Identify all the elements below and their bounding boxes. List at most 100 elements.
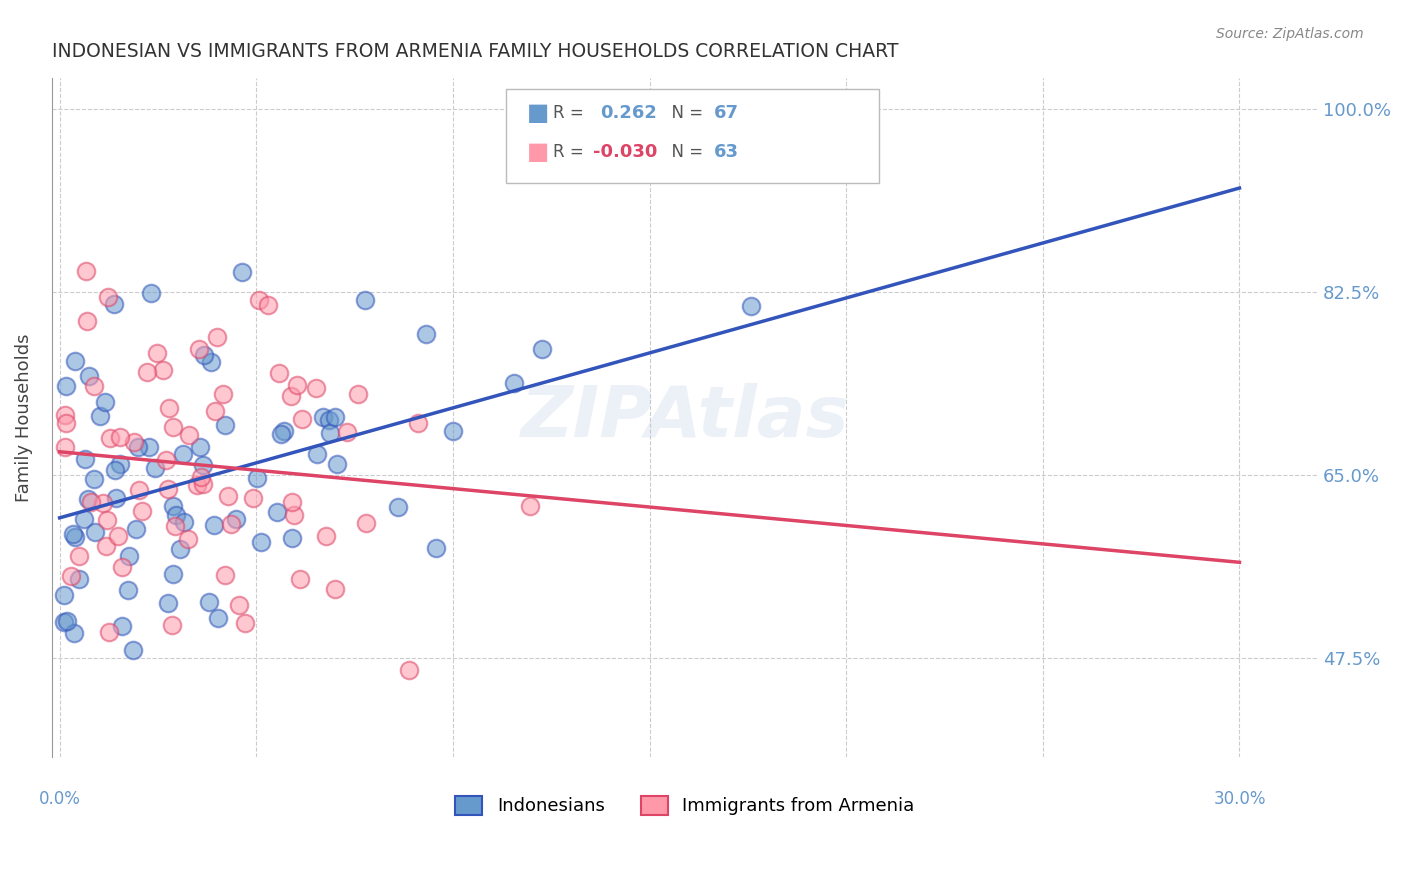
Point [94, 539, 117, 553]
Point [73, 512, 96, 526]
Point [53, 409, 76, 423]
Point [200, 355, 222, 369]
Point [191, 477, 214, 491]
Point [204, 404, 226, 418]
Point [214, 417, 236, 432]
Point [63, 354, 86, 368]
Point [165, 508, 187, 522]
Point [83, 524, 105, 539]
Point [204, 517, 226, 532]
Point [188, 342, 211, 356]
Point [138, 440, 160, 454]
Point [77, 492, 100, 507]
Point [75, 264, 97, 278]
Point [221, 517, 243, 532]
Point [257, 298, 280, 312]
Point [326, 457, 349, 471]
Text: -0.030: -0.030 [593, 143, 658, 161]
Point [217, 489, 239, 503]
Point [157, 596, 180, 610]
Point [173, 515, 195, 529]
Point [323, 410, 346, 425]
Point [280, 389, 302, 403]
Point [67, 549, 90, 563]
Point [55, 440, 77, 454]
Point [228, 598, 250, 612]
Point [128, 483, 150, 497]
Point [273, 424, 295, 438]
Point [207, 611, 229, 625]
Point [152, 363, 174, 377]
Point [191, 458, 214, 472]
Point [79, 495, 101, 509]
Point [197, 595, 219, 609]
Point [55, 379, 77, 393]
Point [83, 379, 105, 393]
Point [225, 512, 247, 526]
Point [246, 471, 269, 485]
Point [76, 313, 98, 327]
Point [347, 387, 370, 401]
Point [107, 529, 129, 543]
Point [146, 345, 169, 359]
Point [387, 500, 409, 514]
Point [441, 424, 464, 438]
Point [179, 428, 201, 442]
Point [162, 499, 184, 513]
Point [63, 625, 86, 640]
Point [162, 567, 184, 582]
Text: ■: ■ [527, 140, 550, 163]
Point [205, 330, 228, 344]
Legend: Indonesians, Immigrants from Armenia: Indonesians, Immigrants from Armenia [449, 789, 922, 822]
Point [305, 447, 328, 461]
Text: Source: ZipAtlas.com: Source: ZipAtlas.com [1216, 27, 1364, 41]
Point [75, 451, 97, 466]
Point [177, 532, 200, 546]
Text: 0.262: 0.262 [600, 104, 657, 122]
Point [108, 457, 131, 471]
Point [63, 530, 86, 544]
Point [323, 582, 346, 597]
Point [312, 410, 335, 425]
Point [305, 381, 328, 395]
Point [67, 572, 90, 586]
Point [281, 495, 304, 509]
Point [398, 663, 420, 677]
Text: N =: N = [661, 104, 709, 122]
Point [135, 365, 157, 379]
Point [104, 463, 127, 477]
Point [91, 496, 114, 510]
Point [188, 440, 211, 454]
Point [186, 478, 208, 492]
Point [97, 624, 120, 639]
Text: INDONESIAN VS IMMIGRANTS FROM ARMENIA FAMILY HOUSEHOLDS CORRELATION CHART: INDONESIAN VS IMMIGRANTS FROM ARMENIA FA… [52, 42, 898, 61]
Point [118, 549, 141, 563]
Text: 30.0%: 30.0% [1213, 790, 1265, 808]
Point [270, 427, 292, 442]
Point [415, 327, 437, 342]
Point [157, 401, 180, 415]
Point [408, 416, 430, 430]
Point [89, 409, 111, 423]
Point [124, 434, 146, 449]
Point [315, 529, 337, 543]
Text: 67: 67 [714, 104, 740, 122]
Point [250, 534, 273, 549]
Point [127, 441, 149, 455]
Point [97, 290, 120, 304]
Point [318, 413, 340, 427]
Point [108, 430, 131, 444]
Point [156, 482, 179, 496]
Point [291, 412, 314, 426]
Text: 0.0%: 0.0% [39, 790, 80, 808]
Point [530, 342, 553, 356]
Point [117, 582, 139, 597]
Point [319, 425, 342, 440]
Point [55, 416, 77, 430]
Point [145, 461, 167, 475]
Point [111, 559, 134, 574]
Text: R =: R = [553, 104, 593, 122]
Point [267, 366, 290, 380]
Point [160, 617, 183, 632]
Point [172, 447, 194, 461]
